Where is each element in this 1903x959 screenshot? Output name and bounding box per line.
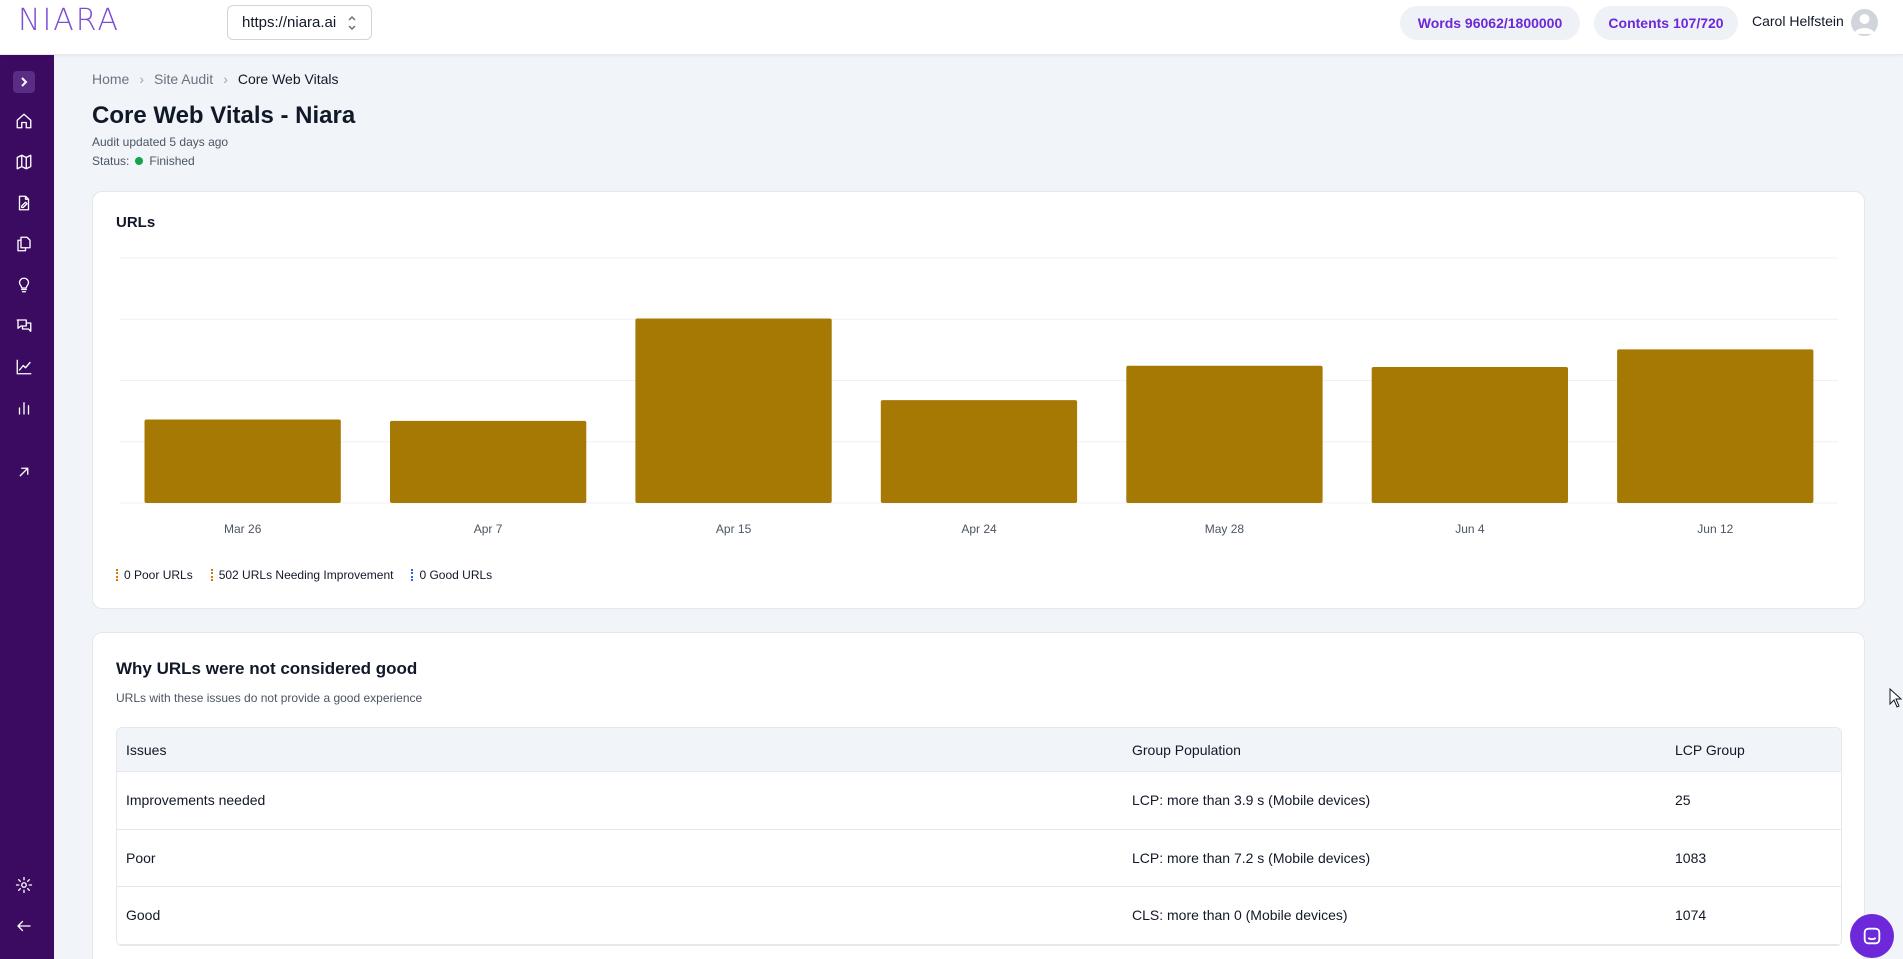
- issues-table: Issues Group Population LCP Group Improv…: [116, 727, 1842, 946]
- sidebar: [0, 55, 54, 959]
- site-url-select[interactable]: https://niara.ai: [227, 5, 372, 40]
- chart-bar[interactable]: [144, 419, 341, 504]
- sidebar-item-map[interactable]: [14, 152, 34, 172]
- legend-good-label: 0 Good URLs: [419, 568, 493, 582]
- niara-logo[interactable]: NIARA: [18, 6, 120, 36]
- status-line: Status: Finished: [92, 154, 195, 168]
- user-icon: [1854, 14, 1875, 34]
- breadcrumb-current: Core Web Vitals: [237, 71, 339, 87]
- column-header-issues[interactable]: Issues: [126, 741, 167, 758]
- mouse-cursor-icon: [1889, 688, 1903, 708]
- sidebar-item-settings[interactable]: [14, 875, 34, 895]
- site-url-value: https://niara.ai: [242, 14, 337, 31]
- breadcrumb-home[interactable]: Home: [92, 71, 130, 87]
- legend-good[interactable]: 0 Good URLs: [411, 568, 492, 582]
- logo-text: NIARA: [18, 3, 120, 38]
- sidebar-item-external[interactable]: [14, 462, 34, 482]
- group-population-cell: CLS: more than 0 (Mobile devices): [1132, 907, 1348, 924]
- legend-poor-label: 0 Poor URLs: [124, 568, 193, 582]
- arrow-left-icon: [17, 920, 31, 932]
- table-header-row: Issues Group Population LCP Group: [117, 728, 1841, 772]
- legend-marker-icon: [411, 569, 414, 581]
- breadcrumb: Home › Site Audit › Core Web Vitals: [92, 71, 339, 87]
- breadcrumb-site-audit[interactable]: Site Audit: [154, 71, 214, 87]
- x-tick-label: Apr 24: [961, 522, 997, 536]
- lightbulb-icon: [18, 277, 30, 293]
- column-header-lcp-group[interactable]: LCP Group: [1675, 741, 1745, 758]
- sidebar-item-ideas[interactable]: [14, 275, 34, 295]
- external-link-icon: [19, 467, 29, 477]
- line-chart-icon: [16, 359, 32, 375]
- chat-icon: [16, 319, 32, 332]
- sidebar-item-reports[interactable]: [14, 398, 34, 418]
- chart-bar[interactable]: [880, 400, 1078, 503]
- chevron-right-icon: ›: [223, 71, 228, 87]
- sidebar-item-chat[interactable]: [14, 316, 34, 336]
- table-row[interactable]: Poor LCP: more than 7.2 s (Mobile device…: [117, 829, 1841, 887]
- support-chat-button[interactable]: [1850, 914, 1894, 958]
- sidebar-item-analytics[interactable]: [14, 357, 34, 377]
- edit-document-icon: [18, 195, 30, 211]
- map-icon: [16, 154, 32, 170]
- issue-cell: Improvements needed: [126, 792, 266, 809]
- gear-icon: [15, 876, 33, 894]
- user-name[interactable]: Carol Helfstein: [1752, 13, 1844, 29]
- x-tick-label: Apr 7: [474, 522, 503, 536]
- status-label: Status:: [92, 154, 130, 168]
- legend-needs-improvement-label: 502 URLs Needing Improvement: [218, 568, 394, 582]
- chevron-up-down-icon: [348, 15, 356, 31]
- sidebar-item-editor[interactable]: [14, 193, 34, 213]
- chart-bar[interactable]: [635, 318, 832, 504]
- lcp-group-cell: 1074: [1675, 907, 1707, 924]
- bar-chart-icon: [18, 402, 30, 415]
- legend-poor[interactable]: 0 Poor URLs: [116, 568, 193, 582]
- chart-legend: 0 Poor URLs 502 URLs Needing Improvement…: [116, 568, 492, 582]
- table-row[interactable]: Good CLS: more than 0 (Mobile devices) 1…: [117, 887, 1841, 945]
- issues-subtitle: URLs with these issues do not provide a …: [116, 691, 423, 705]
- status-dot-icon: [135, 157, 144, 165]
- issue-cell: Poor: [126, 849, 156, 866]
- chevron-right-icon: [21, 77, 28, 87]
- issue-cell: Good: [126, 907, 161, 924]
- contents-usage-badge[interactable]: Contents 107/720: [1594, 6, 1738, 40]
- x-tick-label: Apr 15: [716, 522, 752, 536]
- group-population-cell: LCP: more than 3.9 s (Mobile devices): [1132, 792, 1371, 809]
- chart-bar[interactable]: [1617, 349, 1814, 503]
- chevron-right-icon: ›: [139, 71, 145, 87]
- lcp-group-cell: 1083: [1675, 849, 1707, 866]
- x-tick-label: Jun 12: [1697, 522, 1733, 536]
- avatar[interactable]: [1851, 9, 1878, 36]
- sidebar-item-documents[interactable]: [14, 234, 34, 254]
- sidebar-expand-button[interactable]: [13, 71, 35, 93]
- issues-card: Why URLs were not considered good URLs w…: [92, 632, 1865, 959]
- chat-bubble-icon: [1863, 927, 1881, 945]
- chart-bar[interactable]: [1126, 365, 1323, 503]
- legend-marker-icon: [210, 569, 213, 581]
- issues-title: Why URLs were not considered good: [116, 659, 418, 678]
- documents-icon: [17, 236, 31, 252]
- chart-bar[interactable]: [1371, 367, 1568, 503]
- home-icon: [16, 113, 32, 129]
- audit-updated-text: Audit updated 5 days ago: [92, 135, 229, 149]
- x-tick-label: Jun 4: [1455, 522, 1485, 536]
- chart-bar[interactable]: [390, 420, 587, 503]
- legend-needs-improvement[interactable]: 502 URLs Needing Improvement: [210, 568, 394, 582]
- column-header-group-population[interactable]: Group Population: [1132, 741, 1241, 758]
- status-value: Finished: [149, 154, 195, 168]
- urls-card: URLs Mar 26 Apr 7 Apr 15 Apr 24 May 28 Jun 4 J…: [92, 191, 1865, 609]
- legend-marker-icon: [116, 569, 118, 581]
- table-row[interactable]: Improvements needed LCP: more than 3.9 s…: [117, 772, 1841, 830]
- lcp-group-cell: 25: [1675, 792, 1691, 809]
- sidebar-item-home[interactable]: [14, 111, 34, 131]
- x-tick-label: May 28: [1205, 522, 1245, 536]
- top-bar: NIARA https://niara.ai Words 96062/18000…: [0, 0, 1903, 55]
- urls-card-title: URLs: [116, 214, 156, 231]
- page-title: Core Web Vitals - Niara: [92, 102, 356, 129]
- group-population-cell: LCP: more than 7.2 s (Mobile devices): [1132, 849, 1371, 866]
- x-tick-label: Mar 26: [224, 522, 262, 536]
- urls-bar-chart: Mar 26 Apr 7 Apr 15 Apr 24 May 28 Jun 4 Jun 12: [120, 257, 1838, 536]
- words-usage-badge[interactable]: Words 96062/1800000: [1400, 6, 1580, 40]
- sidebar-item-back[interactable]: [14, 916, 34, 936]
